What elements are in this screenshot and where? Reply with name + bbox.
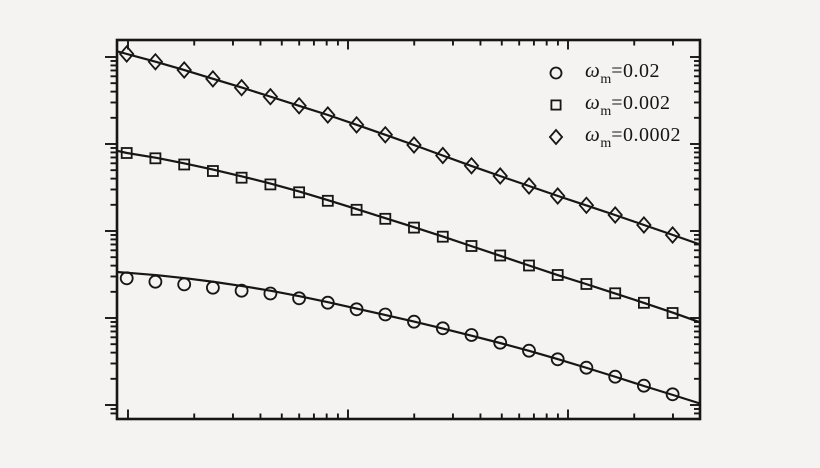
diamond-marker <box>118 45 135 63</box>
diamond-marker <box>521 177 537 195</box>
square-marker-icon <box>541 92 571 118</box>
legend-item-omega-0.002: ωm=0.002 <box>541 89 681 121</box>
square-marker <box>523 259 535 272</box>
diamond-marker <box>176 61 192 79</box>
square-marker <box>580 278 593 290</box>
diamond-marker <box>578 196 595 215</box>
square-marker <box>494 249 507 262</box>
square-marker <box>350 203 363 216</box>
diamond-marker <box>664 226 681 244</box>
circle-marker <box>493 335 508 350</box>
square-marker <box>379 212 392 225</box>
square-marker <box>465 240 478 252</box>
diamond-marker <box>262 87 279 106</box>
square-marker <box>638 296 650 309</box>
diamond-marker <box>348 115 365 134</box>
circle-marker <box>464 328 479 342</box>
series-diamond <box>116 45 701 246</box>
diamond-marker <box>607 206 623 224</box>
data-markers <box>119 271 680 402</box>
fit-line <box>116 270 701 405</box>
circle-marker <box>119 271 134 286</box>
circle-marker <box>148 274 163 289</box>
square-marker <box>149 152 162 165</box>
circle-marker <box>349 302 364 317</box>
legend-item-omega-0.0002: ωm=0.0002 <box>541 121 681 153</box>
diamond-legend-glyph <box>548 128 564 146</box>
square-marker <box>264 178 277 191</box>
omega-symbol: ω <box>585 121 601 146</box>
circle-marker <box>177 277 192 292</box>
series-square <box>116 147 701 324</box>
diamond-marker <box>205 69 221 88</box>
circle-marker <box>579 360 594 375</box>
square-marker <box>609 287 622 300</box>
legend: ωm=0.02 ωm=0.002 ωm=0.0002 <box>541 57 681 153</box>
diamond-marker <box>406 136 422 154</box>
square-marker <box>293 186 306 199</box>
square-marker <box>408 221 420 234</box>
fit-line <box>116 50 701 246</box>
omega-symbol: ω <box>585 89 601 114</box>
square-marker <box>551 269 564 281</box>
diamond-marker <box>233 78 250 97</box>
fit-line <box>116 149 701 324</box>
omega-symbol: ω <box>585 57 601 82</box>
circle-marker <box>665 387 680 402</box>
diamond-marker <box>548 128 564 146</box>
square-marker <box>206 165 219 177</box>
circle-marker <box>522 343 536 358</box>
diamond-marker <box>463 156 480 175</box>
legend-label: ωm=0.002 <box>585 89 671 119</box>
plot-frame <box>115 38 702 421</box>
circle-marker <box>407 314 421 329</box>
diamond-marker <box>377 125 394 144</box>
diamond-marker <box>147 52 164 71</box>
legend-item-omega-0.02: ωm=0.02 <box>541 57 681 89</box>
diamond-marker-icon <box>541 124 571 150</box>
diamond-marker <box>549 187 566 205</box>
legend-label: ωm=0.02 <box>585 57 660 87</box>
legend-value: =0.002 <box>611 91 671 114</box>
circle-marker <box>263 286 278 301</box>
diamond-marker <box>291 96 307 115</box>
diamond-marker <box>320 106 336 124</box>
square-marker <box>550 99 562 111</box>
circle-marker <box>292 291 307 306</box>
diamond-marker <box>492 167 508 185</box>
circle-marker <box>378 307 393 322</box>
square-marker <box>120 147 133 159</box>
subscript-m: m <box>600 103 612 119</box>
circle-marker-icon <box>541 60 571 86</box>
data-markers <box>120 147 679 319</box>
circle-marker <box>549 66 563 80</box>
square-legend-glyph <box>550 99 562 111</box>
circle-marker <box>637 378 651 393</box>
diamond-marker <box>435 146 451 165</box>
axis-ticks <box>105 40 700 419</box>
subscript-m: m <box>600 71 612 87</box>
square-marker <box>666 307 679 319</box>
circle-marker <box>234 283 249 298</box>
diamond-marker <box>636 216 652 234</box>
subscript-m: m <box>600 135 612 151</box>
data-markers <box>118 45 681 244</box>
legend-value: =0.02 <box>611 59 660 82</box>
legend-value: =0.0002 <box>611 123 681 146</box>
circle-marker <box>320 295 335 310</box>
square-marker <box>321 194 334 207</box>
circle-legend-glyph <box>549 66 563 80</box>
legend-label: ωm=0.0002 <box>585 121 681 151</box>
square-marker <box>178 158 191 171</box>
circle-marker <box>435 321 450 336</box>
circle-marker <box>205 280 220 295</box>
circle-marker <box>608 369 623 384</box>
square-marker <box>436 230 449 243</box>
square-marker <box>235 171 248 184</box>
circle-marker <box>550 352 565 367</box>
series-circle <box>116 270 701 405</box>
